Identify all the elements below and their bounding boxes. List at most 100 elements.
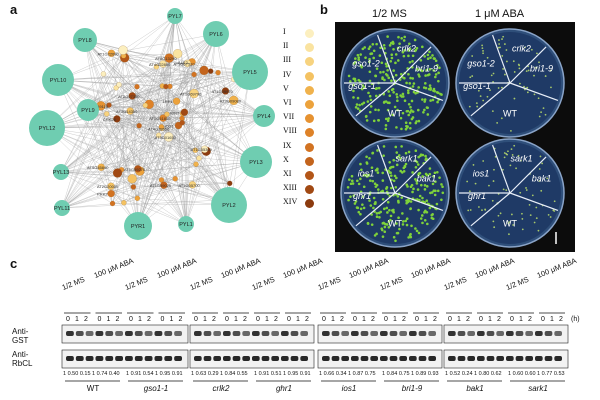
seedling — [377, 188, 380, 191]
edge — [229, 71, 251, 184]
inner-node — [221, 87, 230, 95]
seedling — [380, 228, 384, 232]
seedling — [426, 113, 430, 116]
edge — [60, 128, 163, 173]
seedling — [365, 155, 368, 159]
timepoint-label: 0 — [384, 316, 388, 323]
seedling — [428, 172, 432, 176]
seedling — [409, 207, 412, 210]
edge — [204, 33, 217, 150]
edge — [61, 186, 134, 209]
seedling — [469, 76, 472, 79]
inner-node-label: AT3G14350 — [116, 109, 138, 114]
edge — [203, 70, 230, 206]
seedling — [426, 57, 430, 61]
edge — [61, 122, 183, 209]
seedling — [484, 208, 487, 211]
inner-node — [191, 71, 197, 78]
hub-label: PYL8 — [78, 38, 91, 44]
blot-band — [203, 356, 212, 361]
edge — [84, 39, 138, 199]
edge — [129, 110, 139, 227]
seedling — [397, 154, 401, 157]
seedling — [502, 68, 505, 70]
quant-values: 1 0.84 0.75 1 0.89 0.93 — [382, 371, 439, 377]
seedling — [394, 73, 398, 77]
seedling — [382, 154, 385, 157]
seedling — [346, 185, 350, 189]
blot-band — [213, 356, 221, 361]
seedling — [376, 167, 379, 171]
seedling — [401, 223, 405, 226]
seedling — [352, 83, 355, 87]
edge — [137, 61, 193, 199]
edge — [61, 66, 157, 209]
edge — [46, 66, 157, 129]
seedling — [411, 54, 415, 58]
seedling — [506, 60, 508, 63]
seedling — [521, 212, 523, 215]
edge — [136, 86, 177, 102]
seedling — [493, 168, 495, 171]
inner-node — [183, 59, 191, 67]
edge — [129, 110, 187, 225]
seedling — [352, 194, 356, 197]
seedling — [412, 82, 416, 85]
hub-node — [167, 8, 183, 24]
seedling — [407, 91, 410, 95]
seedling — [406, 109, 410, 113]
legend-swatch — [305, 156, 314, 166]
hub-node — [240, 146, 272, 178]
edge — [178, 115, 265, 126]
edge — [217, 72, 257, 163]
seedling — [431, 98, 435, 102]
blot-band — [360, 331, 369, 336]
timepoint-label: 1 — [362, 316, 366, 323]
row-label-rbcl: Anti- RbCL — [12, 350, 32, 368]
seedling — [521, 228, 524, 231]
seedling — [402, 169, 406, 173]
inner-node — [159, 114, 167, 122]
edge — [192, 183, 230, 185]
plate-genotype-label: bri1-9 — [415, 64, 438, 74]
edge — [100, 101, 177, 106]
seedling — [394, 185, 398, 189]
sector-divider — [394, 46, 432, 84]
inner-node — [193, 161, 199, 167]
inner-node — [134, 84, 140, 90]
seedling — [386, 200, 390, 204]
seedling — [370, 52, 374, 55]
hub-label: PYL5 — [243, 70, 256, 76]
seedling — [411, 190, 414, 194]
seedling — [368, 110, 372, 114]
seedling — [537, 97, 540, 100]
hub-label: PYL7 — [168, 14, 181, 20]
seedling — [421, 98, 424, 101]
edge — [133, 61, 193, 188]
seedling — [538, 115, 541, 118]
seedling — [519, 82, 521, 85]
seedling — [501, 38, 503, 40]
seedling — [384, 127, 388, 131]
seedling — [371, 42, 375, 46]
blot-band — [271, 356, 279, 361]
seedling — [441, 191, 445, 195]
timepoint-label: 0 — [448, 316, 452, 323]
edge — [61, 57, 125, 209]
seedling — [424, 154, 427, 158]
timepoint-label: 2 — [528, 316, 532, 323]
inner-node-label: AT5G59270 — [124, 167, 146, 172]
seedling — [526, 86, 529, 89]
seedling — [361, 203, 364, 206]
seedling — [388, 160, 392, 164]
seedling — [373, 182, 377, 186]
seedling — [490, 74, 493, 77]
seedling — [360, 87, 364, 91]
seedling — [492, 180, 495, 182]
blot-band — [144, 356, 153, 361]
seedling — [507, 150, 509, 153]
seedling — [434, 189, 437, 193]
seedling — [392, 47, 395, 51]
timepoint-label: 2 — [115, 316, 120, 323]
seedling — [368, 45, 372, 48]
